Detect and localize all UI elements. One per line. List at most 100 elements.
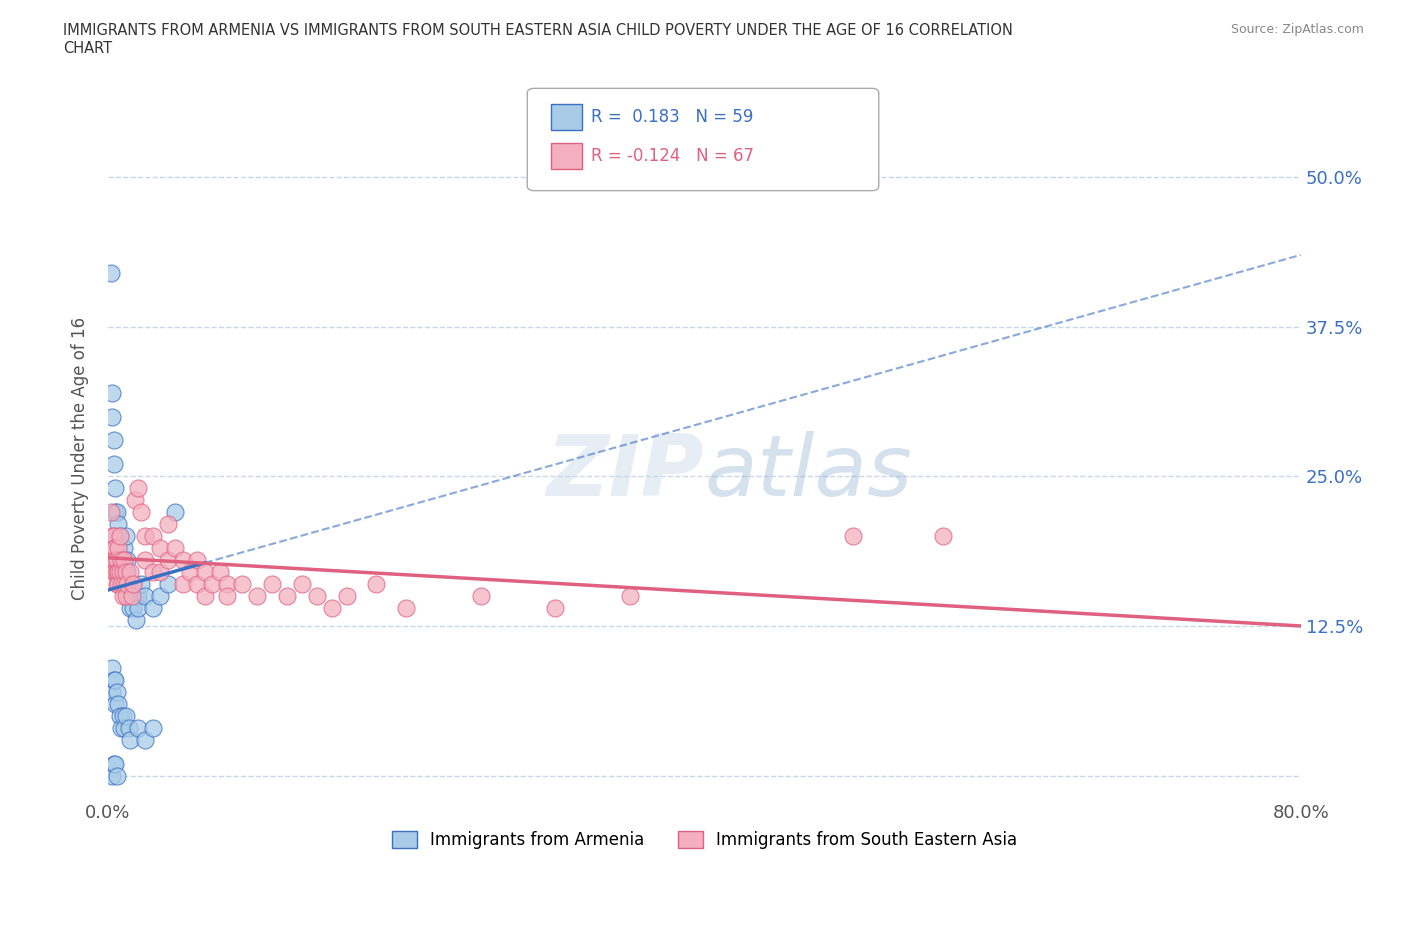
Point bbox=[125, 613, 148, 628]
Point bbox=[104, 697, 127, 711]
Point bbox=[127, 720, 149, 735]
Point bbox=[142, 601, 165, 616]
Point bbox=[104, 672, 127, 687]
Point bbox=[107, 565, 129, 579]
Point bbox=[619, 589, 641, 604]
Point bbox=[108, 529, 131, 544]
Point bbox=[112, 577, 135, 591]
Point bbox=[117, 552, 139, 567]
Point bbox=[105, 529, 128, 544]
Point bbox=[100, 265, 122, 280]
Point bbox=[111, 565, 134, 579]
Point bbox=[110, 552, 132, 567]
Point bbox=[110, 552, 132, 567]
Point bbox=[120, 565, 142, 579]
Point bbox=[142, 529, 165, 544]
Point bbox=[172, 552, 194, 567]
Point bbox=[104, 540, 127, 555]
Point bbox=[105, 768, 128, 783]
Point bbox=[217, 589, 239, 604]
Point bbox=[260, 577, 283, 591]
Point bbox=[107, 577, 129, 591]
Point bbox=[142, 565, 165, 579]
Point bbox=[103, 565, 125, 579]
Point bbox=[110, 565, 132, 579]
Point bbox=[121, 589, 143, 604]
Point bbox=[122, 577, 145, 591]
Point bbox=[103, 540, 125, 555]
Point bbox=[179, 565, 201, 579]
Point bbox=[305, 589, 328, 604]
Point bbox=[201, 577, 224, 591]
Point bbox=[186, 577, 208, 591]
Point bbox=[149, 589, 172, 604]
Point bbox=[127, 601, 149, 616]
Point bbox=[101, 409, 124, 424]
Point bbox=[121, 589, 143, 604]
Point bbox=[120, 601, 142, 616]
Point bbox=[107, 517, 129, 532]
Point bbox=[105, 505, 128, 520]
Point bbox=[104, 552, 127, 567]
Point bbox=[117, 577, 139, 591]
Point bbox=[156, 552, 179, 567]
Point bbox=[103, 457, 125, 472]
Point bbox=[194, 589, 217, 604]
Point bbox=[208, 565, 231, 579]
Point bbox=[115, 529, 138, 544]
Point bbox=[120, 732, 142, 747]
Point bbox=[134, 529, 156, 544]
Point bbox=[129, 577, 152, 591]
Point bbox=[276, 589, 298, 604]
Legend: Immigrants from Armenia, Immigrants from South Eastern Asia: Immigrants from Armenia, Immigrants from… bbox=[385, 825, 1024, 856]
Point bbox=[335, 589, 357, 604]
Point bbox=[321, 601, 343, 616]
Y-axis label: Child Poverty Under the Age of 16: Child Poverty Under the Age of 16 bbox=[72, 317, 89, 600]
Point bbox=[129, 505, 152, 520]
Point bbox=[124, 493, 146, 508]
Point bbox=[112, 720, 135, 735]
Point bbox=[120, 577, 142, 591]
Point bbox=[101, 768, 124, 783]
Point bbox=[112, 552, 135, 567]
Point bbox=[395, 601, 418, 616]
Point bbox=[932, 529, 955, 544]
Point bbox=[134, 552, 156, 567]
Point bbox=[107, 697, 129, 711]
Point bbox=[118, 589, 141, 604]
Text: R = -0.124   N = 67: R = -0.124 N = 67 bbox=[591, 147, 754, 166]
Text: ZIP: ZIP bbox=[547, 431, 704, 513]
Point bbox=[142, 720, 165, 735]
Point bbox=[101, 529, 124, 544]
Point bbox=[115, 577, 138, 591]
Point bbox=[110, 577, 132, 591]
Point bbox=[110, 720, 132, 735]
Point bbox=[103, 672, 125, 687]
Point bbox=[149, 540, 172, 555]
Point bbox=[134, 589, 156, 604]
Point bbox=[149, 565, 172, 579]
Point bbox=[172, 577, 194, 591]
Point bbox=[231, 577, 253, 591]
Point bbox=[194, 565, 217, 579]
Text: IMMIGRANTS FROM ARMENIA VS IMMIGRANTS FROM SOUTH EASTERN ASIA CHILD POVERTY UNDE: IMMIGRANTS FROM ARMENIA VS IMMIGRANTS FR… bbox=[63, 23, 1014, 56]
Point bbox=[104, 756, 127, 771]
Point bbox=[115, 565, 138, 579]
Point bbox=[107, 540, 129, 555]
Point bbox=[101, 385, 124, 400]
Point bbox=[101, 660, 124, 675]
Point bbox=[112, 540, 135, 555]
Point bbox=[105, 684, 128, 699]
Point bbox=[165, 505, 187, 520]
Point bbox=[105, 577, 128, 591]
Point bbox=[156, 577, 179, 591]
Point bbox=[124, 589, 146, 604]
Point bbox=[366, 577, 388, 591]
Point bbox=[118, 720, 141, 735]
Point bbox=[105, 565, 128, 579]
Text: R =  0.183   N = 59: R = 0.183 N = 59 bbox=[591, 108, 752, 126]
Point bbox=[111, 577, 134, 591]
Point bbox=[105, 552, 128, 567]
Text: Source: ZipAtlas.com: Source: ZipAtlas.com bbox=[1230, 23, 1364, 36]
Point bbox=[103, 529, 125, 544]
